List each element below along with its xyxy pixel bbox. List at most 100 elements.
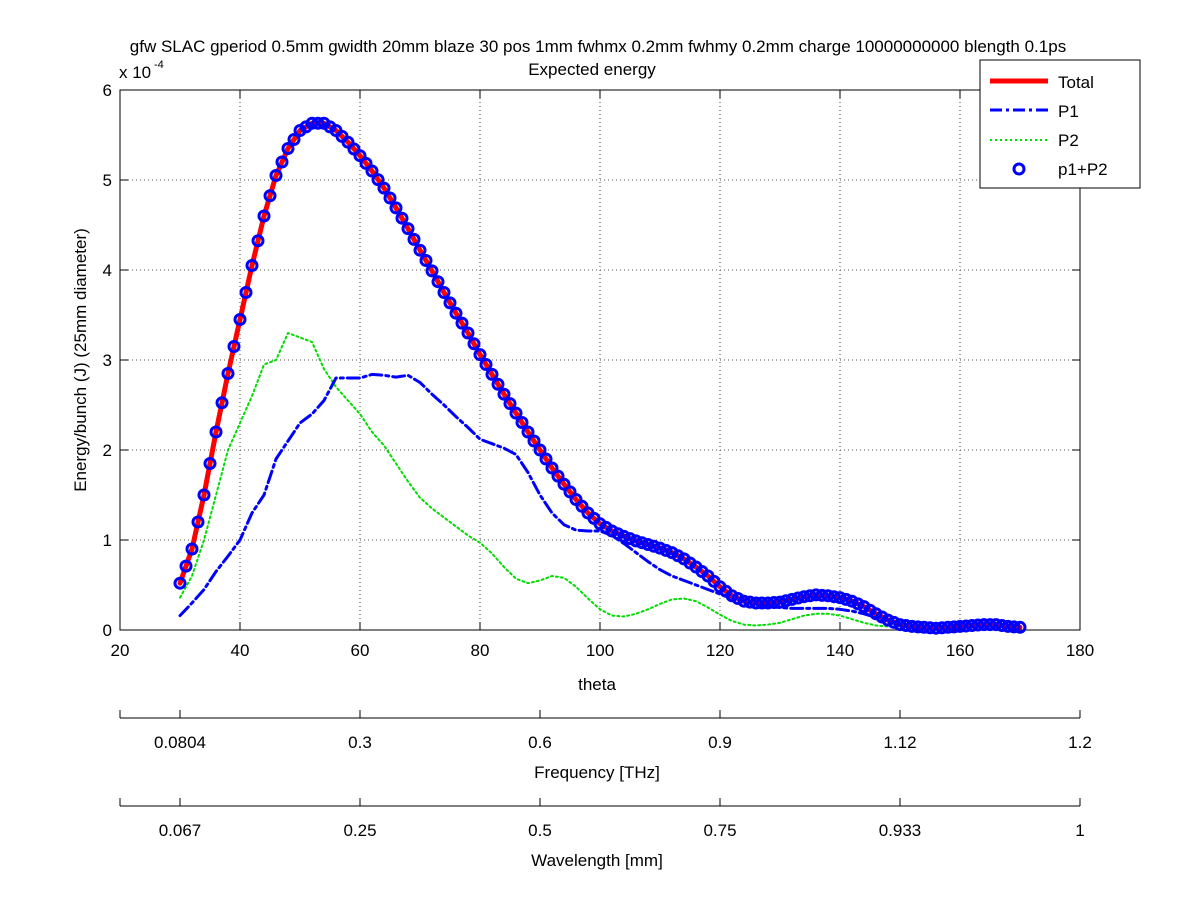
p1p2-marker <box>527 434 541 448</box>
p1p2-marker <box>779 594 793 608</box>
p1p2-marker <box>413 243 427 257</box>
series-group <box>173 116 1027 635</box>
p1p2-marker <box>563 485 577 499</box>
y-tick-label: 4 <box>103 261 112 280</box>
legend-p1-label: P1 <box>1058 102 1079 121</box>
p1p2-marker <box>929 621 943 635</box>
p1p2-marker <box>389 201 403 215</box>
p1p2-marker <box>203 457 217 470</box>
p1p2-marker <box>395 211 409 225</box>
frequency-tick-label: 0.0804 <box>154 733 206 752</box>
y-tick-label: 3 <box>103 351 112 370</box>
p1p2-marker <box>1001 619 1015 633</box>
p1p2-marker <box>923 621 937 635</box>
p1p2-marker <box>767 596 781 609</box>
p1p2-marker <box>749 596 763 610</box>
p1p2-marker <box>407 232 421 246</box>
p1p2-marker <box>383 191 397 205</box>
grid <box>120 90 1080 630</box>
p1p2-marker <box>311 116 325 130</box>
p1p2-marker <box>755 596 769 610</box>
p1p2-marker <box>443 296 457 310</box>
p1p2-marker <box>503 397 517 411</box>
p1p2-marker <box>647 539 661 553</box>
p1p2-marker <box>305 116 319 130</box>
wavelength-tick-label: 0.5 <box>528 821 552 840</box>
p1p2-marker <box>1013 620 1027 634</box>
x-tick-label: 100 <box>586 641 614 660</box>
p1p2-marker <box>197 488 211 502</box>
x-tick-label: 140 <box>826 641 854 660</box>
p1p2-marker <box>545 461 559 475</box>
p1p2-marker <box>557 477 571 491</box>
p1p2-marker <box>959 619 973 633</box>
p1p2-marker <box>935 621 949 635</box>
p1p2-marker <box>215 396 229 410</box>
p1p2-marker <box>1007 620 1021 634</box>
legend-total-label: Total <box>1058 73 1094 92</box>
y-exponent: -4 <box>154 59 164 71</box>
p1p2-marker <box>173 576 187 590</box>
p1p2-marker <box>269 169 283 182</box>
frequency-tick-label: 0.9 <box>708 733 732 752</box>
p1p2-marker <box>281 142 295 155</box>
p1p2-marker <box>659 543 673 557</box>
p1p2-marker <box>977 618 991 632</box>
p1p2-marker <box>377 181 391 195</box>
p1p2-marker <box>185 542 199 556</box>
p1p2-marker <box>533 443 547 457</box>
p1p2-marker <box>449 306 463 320</box>
p1p2-marker <box>743 595 757 609</box>
p1p2-marker <box>461 326 475 340</box>
p1p2-marker <box>995 619 1009 632</box>
x-tick-label: 40 <box>231 641 250 660</box>
p1p2-marker <box>839 592 853 606</box>
x-tick-label: 60 <box>351 641 370 660</box>
p1p2-marker <box>953 619 967 633</box>
p1p2-marker <box>521 425 535 439</box>
p1p2-marker <box>515 416 529 429</box>
p1p2-marker <box>467 337 481 351</box>
wavelength-axis: Wavelength [mm] 0.067 0.25 0.5 0.75 0.933 1 <box>119 798 1085 870</box>
p1p2-marker <box>245 259 259 272</box>
frequency-axis: Frequency [THz] 0.0804 0.3 0.6 0.9 1.12 1.2 <box>119 710 1092 782</box>
p1p2-marker <box>635 536 649 550</box>
p1p2-marker <box>905 619 919 633</box>
legend-p1p2-swatch <box>1012 162 1026 176</box>
y-tick-label: 2 <box>103 441 112 460</box>
p1p2-marker <box>737 594 751 608</box>
y-exponent-base: x 10 <box>119 63 151 82</box>
frequency-tick-label: 0.3 <box>348 733 372 752</box>
p1p2-marker <box>785 592 799 606</box>
p1p2-marker <box>983 618 997 632</box>
x-tick-label: 160 <box>946 641 974 660</box>
wavelength-tick-label: 1 <box>1075 821 1084 840</box>
x-tick-label: 20 <box>111 641 130 660</box>
x-axis-label: theta <box>578 675 616 694</box>
p1p2-marker <box>485 367 499 381</box>
p1p2-marker <box>947 620 961 634</box>
p1p2-marker <box>803 589 817 603</box>
p1p2-marker <box>287 133 301 146</box>
frequency-tick-label: 1.12 <box>883 733 916 752</box>
p1p2-marker <box>497 387 511 401</box>
p1p2-marker <box>917 620 931 634</box>
y-tick-label: 6 <box>103 81 112 100</box>
wavelength-tick-label: 0.75 <box>703 821 736 840</box>
p1p2-marker <box>191 515 205 529</box>
legend-p2-label: P2 <box>1058 131 1079 150</box>
chart-subtitle: Expected energy <box>528 60 656 79</box>
p1p2-marker <box>509 406 523 420</box>
p1p2-marker <box>641 538 655 551</box>
p1p2-marker <box>617 529 631 543</box>
p1p2-marker <box>479 358 493 371</box>
p1p2-marker <box>911 620 925 634</box>
legend: Total P1 P2 p1+P2 <box>979 59 1141 189</box>
series-line-p2 <box>179 332 901 629</box>
p1p2-marker <box>365 164 379 178</box>
p1p2-marker <box>437 286 451 299</box>
p1p2-marker <box>965 619 979 632</box>
wavelength-axis-label: Wavelength [mm] <box>531 851 663 870</box>
x-tick-label: 180 <box>1066 641 1094 660</box>
p1p2-marker <box>821 589 835 603</box>
